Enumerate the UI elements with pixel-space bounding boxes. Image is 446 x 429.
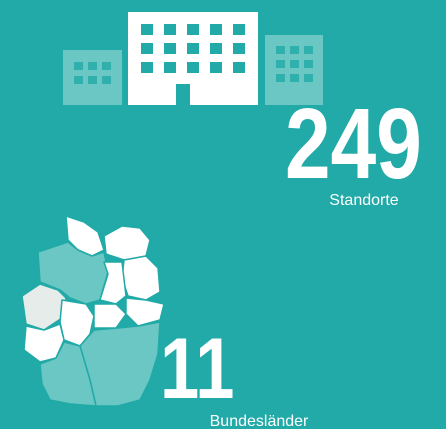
stat-value: 11	[160, 320, 235, 416]
stat-label: Bundesländer	[210, 413, 309, 429]
stat-label: Standorte	[329, 192, 398, 209]
buildings-icon	[63, 12, 323, 105]
germany-map	[21, 215, 165, 407]
stat-value: 249	[285, 88, 422, 200]
